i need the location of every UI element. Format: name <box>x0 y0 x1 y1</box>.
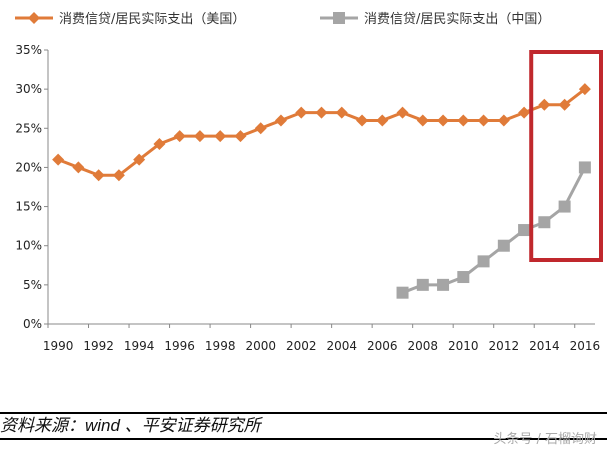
data-point <box>376 114 389 127</box>
data-point <box>254 122 267 135</box>
data-point <box>274 114 287 127</box>
data-point <box>437 114 450 127</box>
y-tick-label: 20% <box>15 160 42 174</box>
y-tick-label: 15% <box>15 200 42 214</box>
data-point <box>497 239 510 252</box>
watermark: 头条号 / 石榴询财 <box>493 432 597 447</box>
data-point <box>234 130 247 143</box>
y-tick-label: 25% <box>15 121 42 135</box>
data-point <box>416 278 429 291</box>
data-point <box>396 286 409 299</box>
data-point <box>295 106 308 119</box>
y-tick-label: 0% <box>23 317 42 331</box>
data-point <box>72 161 85 174</box>
data-point <box>356 114 369 127</box>
data-point <box>214 130 227 143</box>
data-point <box>538 98 551 111</box>
x-tick-label: 2006 <box>367 339 398 353</box>
x-tick-label: 2012 <box>489 339 520 353</box>
data-point <box>578 83 591 96</box>
data-point <box>396 106 409 119</box>
data-point <box>193 130 206 143</box>
data-point <box>457 271 470 284</box>
data-point <box>92 169 105 182</box>
x-tick-label: 2008 <box>408 339 439 353</box>
y-tick-label: 35% <box>15 43 42 57</box>
data-point <box>335 106 348 119</box>
data-point <box>153 137 166 150</box>
data-point <box>112 169 125 182</box>
x-tick-label: 2016 <box>570 339 601 353</box>
x-tick-label: 1990 <box>43 339 74 353</box>
chart: 0% 5% 10% 15% 20% 25% 30% 35% 1990 1992 1994 1996 19… <box>15 12 604 353</box>
data-point <box>477 255 490 268</box>
x-tick-label: 2002 <box>286 339 317 353</box>
x-tick-label: 1996 <box>164 339 195 353</box>
data-point <box>558 200 571 213</box>
data-point <box>416 114 429 127</box>
y-tick-label: 10% <box>15 239 42 253</box>
x-tick-label: 2004 <box>326 339 357 353</box>
series-line-1 <box>401 166 587 295</box>
legend-marker <box>333 12 345 24</box>
data-point <box>173 130 186 143</box>
data-point <box>315 106 328 119</box>
data-point <box>457 114 470 127</box>
data-point <box>518 106 531 119</box>
data-point <box>578 161 591 174</box>
data-point <box>558 98 571 111</box>
x-tick-label: 2010 <box>448 339 479 353</box>
legend-marker <box>28 12 40 24</box>
data-point <box>538 216 551 229</box>
highlight-box <box>529 50 604 262</box>
x-tick-label: 1994 <box>124 339 155 353</box>
data-point <box>133 153 146 166</box>
data-point <box>437 278 450 291</box>
y-tick-label: 30% <box>15 82 42 96</box>
y-tick-label: 5% <box>23 278 42 292</box>
x-tick-label: 1998 <box>205 339 236 353</box>
x-tick-label: 1992 <box>83 339 114 353</box>
x-tick-label: 2000 <box>245 339 276 353</box>
data-point <box>518 224 531 237</box>
x-tick-label: 2014 <box>529 339 560 353</box>
data-point <box>477 114 490 127</box>
data-point <box>52 153 65 166</box>
legend-label: 消费信贷/居民实际支出（美国） <box>59 12 245 27</box>
data-point <box>497 114 510 127</box>
source-note: 资料来源：wind 、平安证券研究所 <box>0 412 607 440</box>
legend-label: 消费信贷/居民实际支出（中国） <box>364 12 550 27</box>
